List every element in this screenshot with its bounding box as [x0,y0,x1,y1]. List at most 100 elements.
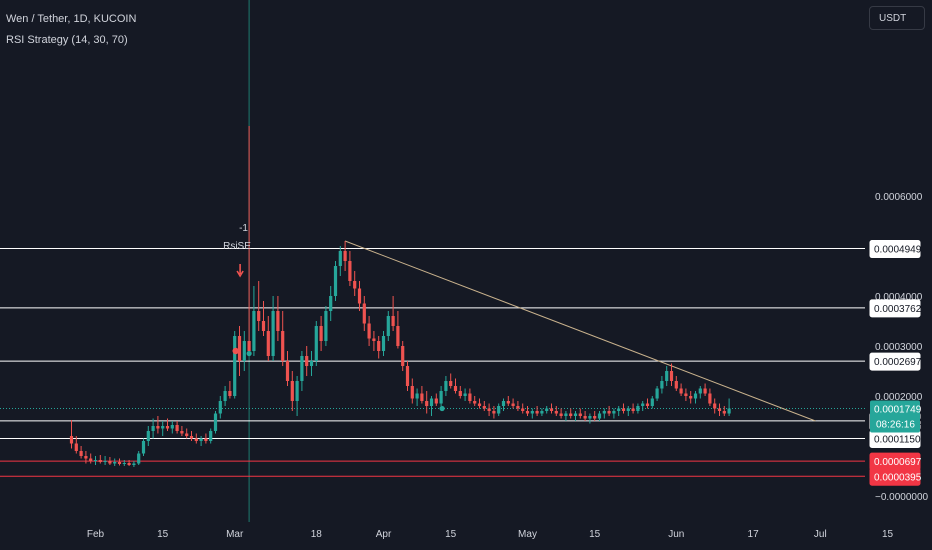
candle [439,386,443,406]
candle-body [127,463,131,465]
candle-body [69,436,74,444]
candle-body [180,431,184,434]
candle-body [573,413,578,416]
candle [569,408,573,419]
candle-body [708,393,712,404]
time-axis: Feb 15 Mar 18 Apr 15 May 15 Jun 17 Jul 15 [87,529,894,540]
candle-body [247,341,251,351]
candle [281,311,285,366]
candle [353,271,357,296]
candle-body [477,403,482,406]
candle-body [348,261,352,281]
candle-body [290,381,294,401]
current-price-tag[interactable]: 0.0001749 08:26:16 [870,400,922,433]
candle [223,386,227,406]
candle [631,403,635,414]
x-tick-label: Jun [668,529,684,540]
candle [396,311,400,349]
candle [103,456,107,465]
price-tag-4[interactable]: 0.0001150 [869,430,921,448]
candle-body [636,406,640,411]
candle-body [458,391,462,396]
candle-body [305,356,309,366]
candle [204,433,208,444]
candle [612,408,616,419]
candle-body [525,411,530,414]
candle-body [372,338,376,341]
candle-body [170,425,174,429]
candle-body [257,311,261,321]
candle-body [429,398,434,406]
candle-body [156,426,160,429]
candle-body [583,416,587,419]
candle [127,460,131,466]
candle [468,388,472,404]
candle-body [333,266,338,296]
signal-dot-icon [246,350,252,357]
candle [727,398,731,416]
candle [405,361,410,391]
candle-body [295,381,299,401]
candle-body [621,408,626,411]
candle [429,396,434,416]
candle [597,411,602,421]
x-tick-label: 15 [157,529,169,540]
candle [252,286,256,356]
x-tick-label: May [518,529,537,540]
candle [708,388,712,406]
price-tag-1[interactable]: 0.0003762 [869,299,922,318]
candle [175,421,179,434]
candle [492,406,496,419]
candle-body [223,391,227,401]
candle-body [535,411,539,414]
candle-body [353,281,357,289]
price-tag-5[interactable]: 0.0000697 [869,452,922,471]
candle [213,411,218,434]
candle [362,296,366,331]
candle-body [689,396,693,399]
candle-body [497,406,501,414]
price-tag-2[interactable]: 0.0002697 [869,352,922,371]
candle [357,281,362,311]
candle-body [698,388,702,394]
indicator-label[interactable]: RSI Strategy (14, 30, 70) [6,34,128,46]
candle [521,403,525,414]
candle-body [137,453,141,464]
candle-body [271,311,275,356]
candle [535,406,539,416]
candle-body [703,388,707,394]
candle-body [117,462,122,464]
candle [506,396,510,406]
trendline[interactable] [344,240,816,422]
candle-body [501,401,506,406]
candle [573,411,578,421]
candle-body [549,408,554,411]
candle [324,306,328,346]
countdown-timer: 08:26:16 [876,420,915,431]
candle-body [650,398,654,406]
candle [84,451,88,464]
price-tag-1-text: 0.0003762 [874,304,922,315]
candle-body [641,403,645,406]
candle-body [420,393,424,401]
candle [165,418,170,431]
candle [444,376,448,396]
price-tag-0[interactable]: 0.0004949 [869,240,922,259]
signal-qty: -1 [239,223,248,234]
candle-body [521,408,525,411]
x-tick-label: 15 [445,529,457,540]
currency-button[interactable]: USDT [869,6,925,30]
candle [343,241,347,271]
x-tick-label: Feb [87,529,105,540]
candle [449,373,453,389]
candle-body [578,413,582,416]
candle [141,438,146,456]
candle [487,403,491,416]
price-tag-6[interactable]: 0.0000395 [869,467,922,486]
candle-body [175,425,179,431]
candle [199,436,203,446]
candle [276,296,280,341]
price-tag-1-box [869,299,921,318]
candle-body [391,316,395,326]
